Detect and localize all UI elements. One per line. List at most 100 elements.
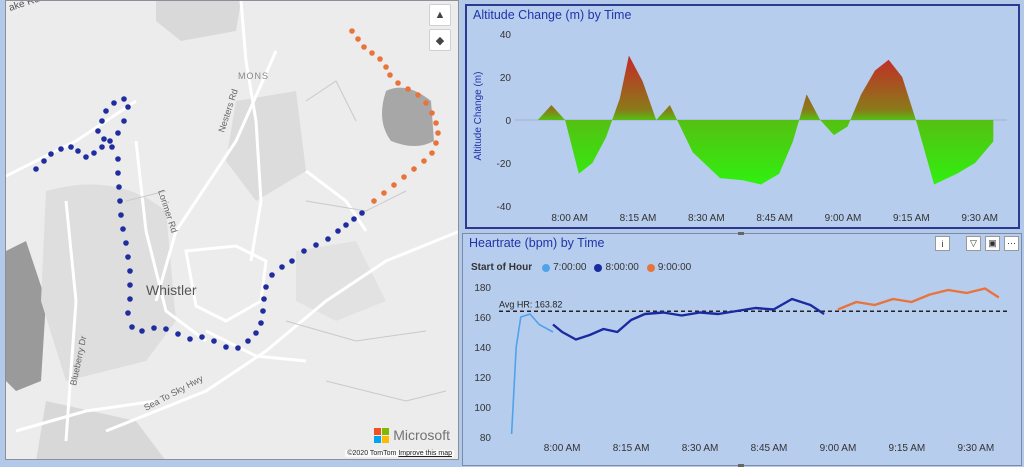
x-tick-label: 8:30 AM [682,443,719,454]
legend-dot-icon [646,263,655,272]
route-point [83,154,89,160]
heartrate-legend: Start of Hour 7:00:00 8:00:00 9:00:00 [471,262,691,273]
copyright-text: ©2020 TomTom [347,450,397,457]
route-point [423,100,429,106]
map-canvas[interactable]: ake Rd MONS Nesters Rd Lorimer Rd Whistl… [6,1,459,460]
route-point [313,242,319,248]
route-point [401,174,407,180]
route-point [107,138,113,144]
route-point [387,72,393,78]
route-point [359,210,365,216]
route-point [253,330,259,336]
route-point [48,151,54,157]
route-point [41,158,47,164]
legend-item-7[interactable]: 7:00:00 [542,262,586,273]
series-line-80000[interactable] [552,297,825,341]
x-tick-label: 8:15 AM [620,213,657,224]
route-point [58,146,64,152]
compass-icon[interactable]: ◆ [429,29,451,51]
route-point [429,150,435,156]
route-point [279,264,285,270]
route-map[interactable]: ake Rd MONS Nesters Rd Lorimer Rd Whistl… [5,0,459,460]
altitude-area[interactable] [537,55,994,185]
route-point [335,228,341,234]
route-orange [349,28,441,204]
focus-mode-icon[interactable]: ▣ [985,236,1000,251]
microsoft-brand-text: Microsoft [393,427,450,443]
route-point [151,325,157,331]
route-point [120,226,126,232]
heartrate-x-ticks: 8:00 AM 8:15 AM 8:30 AM 8:45 AM 9:00 AM 9:15 … [544,443,994,454]
town-label-whistler: Whistler [146,282,197,298]
route-point [129,324,135,330]
park-mons [226,91,306,201]
microsoft-logo-icon [374,427,390,443]
route-point [371,198,377,204]
route-point [199,334,205,340]
x-tick-label: 9:30 AM [961,213,998,224]
y-tick-label: 160 [474,313,491,324]
route-point [101,136,107,142]
route-point [383,64,389,70]
altitude-chart-panel[interactable]: Altitude Change (m) by Time Altitude Cha… [465,4,1020,229]
route-point [245,338,251,344]
resize-handle-top[interactable] [738,232,744,235]
route-point [415,92,421,98]
y-tick-label: 100 [474,403,491,414]
route-point [187,336,193,342]
route-point [349,28,355,34]
route-point [411,166,417,172]
route-point [127,296,133,302]
bell-icon[interactable]: ▲ [429,4,451,26]
minor-roads [125,80,447,402]
heartrate-chart-title: Heartrate (bpm) by Time [469,236,605,250]
route-point [433,120,439,126]
x-tick-label: 8:45 AM [751,443,788,454]
route-point [343,222,349,228]
route-point [125,310,131,316]
route-point [235,345,241,351]
info-icon[interactable]: i [935,236,950,251]
route-point [377,56,383,62]
route-point [263,284,269,290]
filter-icon[interactable]: ▽ [966,236,981,251]
legend-item-8[interactable]: 8:00:00 [594,262,639,273]
y-tick-label: 20 [500,73,512,84]
x-tick-label: 8:45 AM [756,213,793,224]
x-tick-label: 9:15 AM [893,213,930,224]
legend-item-9[interactable]: 9:00:00 [646,262,691,273]
route-point [116,184,122,190]
y-tick-label: -20 [497,159,512,170]
route-point [391,182,397,188]
route-point [121,118,127,124]
series-line-90000[interactable] [837,287,1000,311]
heartrate-lines[interactable] [510,287,1000,435]
route-point [223,344,229,350]
avg-heartrate-label: Avg HR: 163.82 [499,299,562,309]
x-tick-label: 8:15 AM [613,443,650,454]
route-point [405,86,411,92]
route-point [127,268,133,274]
x-tick-label: 8:00 AM [551,213,588,224]
route-point [99,118,105,124]
route-point [75,148,81,154]
y-tick-label: 80 [480,433,492,444]
route-point [125,104,131,110]
heartrate-chart-panel[interactable]: Heartrate (bpm) by Time i ▽ ▣ ⋯ Start of… [462,232,1022,467]
improve-map-link[interactable]: Improve this map [398,450,452,457]
more-options-icon[interactable]: ⋯ [1004,236,1019,251]
route-point [139,328,145,334]
x-tick-label: 9:15 AM [889,443,926,454]
route-point [421,158,427,164]
lake-left [6,241,46,391]
series-line-70000[interactable] [510,313,554,435]
route-point [118,212,124,218]
x-tick-label: 9:00 AM [825,213,862,224]
y-tick-label: 120 [474,373,491,384]
route-point [258,320,264,326]
route-point [115,130,121,136]
legend-dot-icon [542,263,551,272]
y-tick-label: -40 [497,202,512,213]
